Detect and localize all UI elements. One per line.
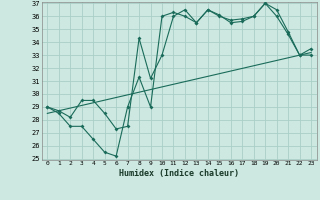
X-axis label: Humidex (Indice chaleur): Humidex (Indice chaleur) <box>119 169 239 178</box>
